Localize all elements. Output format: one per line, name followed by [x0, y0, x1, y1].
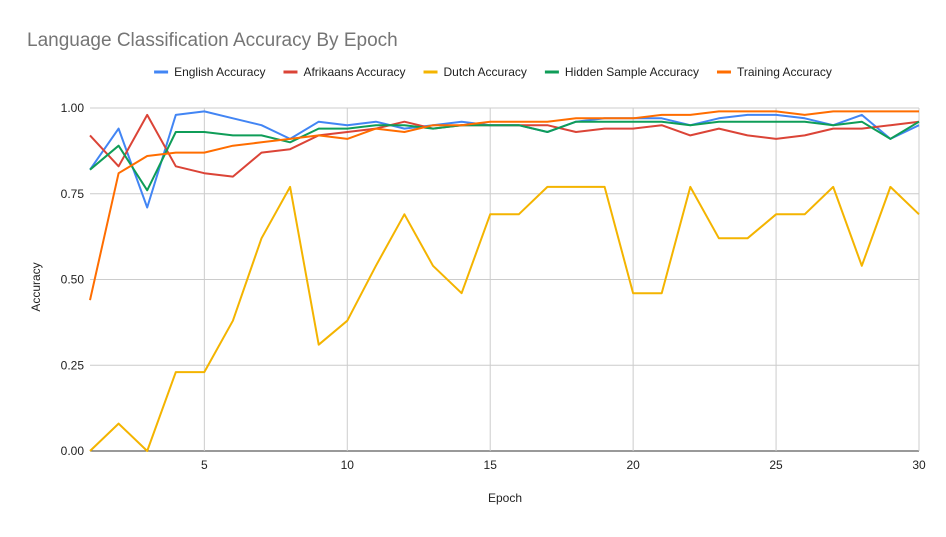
y-axis-ticks: 0.00 0.25 0.50 0.75 1.00 — [61, 101, 85, 458]
x-tick-label: 15 — [484, 458, 498, 472]
legend-label: Dutch Accuracy — [444, 65, 527, 79]
legend-item-dutch-accuracy[interactable]: Dutch Accuracy — [423, 65, 527, 79]
legend: English Accuracy Afrikaans Accuracy Dutch … — [154, 65, 832, 79]
gridlines — [90, 107, 920, 452]
series-line-hidden-sample-accuracy — [89, 120, 920, 192]
x-tick-label: 5 — [201, 458, 208, 472]
series-line-training-accuracy — [89, 110, 919, 301]
legend-label: Training Accuracy — [737, 65, 832, 79]
series-line-dutch-accuracy — [89, 185, 920, 452]
x-axis-ticks: 5 10 15 20 25 30 — [201, 458, 926, 472]
legend-item-training-accuracy[interactable]: Training Accuracy — [716, 65, 832, 79]
series-lines — [89, 110, 920, 452]
x-tick-label: 20 — [626, 458, 640, 472]
legend-item-english-accuracy[interactable]: English Accuracy — [154, 65, 265, 79]
x-tick-label: 25 — [769, 458, 783, 472]
y-tick-label: 0.25 — [61, 358, 85, 372]
x-tick-label: 30 — [912, 458, 926, 472]
legend-item-hidden-sample-accuracy[interactable]: Hidden Sample Accuracy — [544, 65, 699, 79]
legend-label: Hidden Sample Accuracy — [565, 65, 699, 79]
y-axis-label: Accuracy — [29, 262, 43, 311]
x-axis-label: Epoch — [488, 491, 522, 505]
legend-label: Afrikaans Accuracy — [303, 65, 405, 79]
x-tick-label: 10 — [341, 458, 355, 472]
series-line-afrikaans-accuracy — [89, 113, 920, 178]
legend-label: English Accuracy — [174, 65, 265, 79]
y-tick-label: 0.50 — [61, 273, 85, 287]
y-tick-label: 0.00 — [61, 444, 85, 458]
chart-title: Language Classification Accuracy By Epoc… — [27, 30, 398, 51]
legend-item-afrikaans-accuracy[interactable]: Afrikaans Accuracy — [283, 65, 406, 79]
y-tick-label: 1.00 — [61, 101, 85, 115]
y-tick-label: 0.75 — [61, 187, 85, 201]
